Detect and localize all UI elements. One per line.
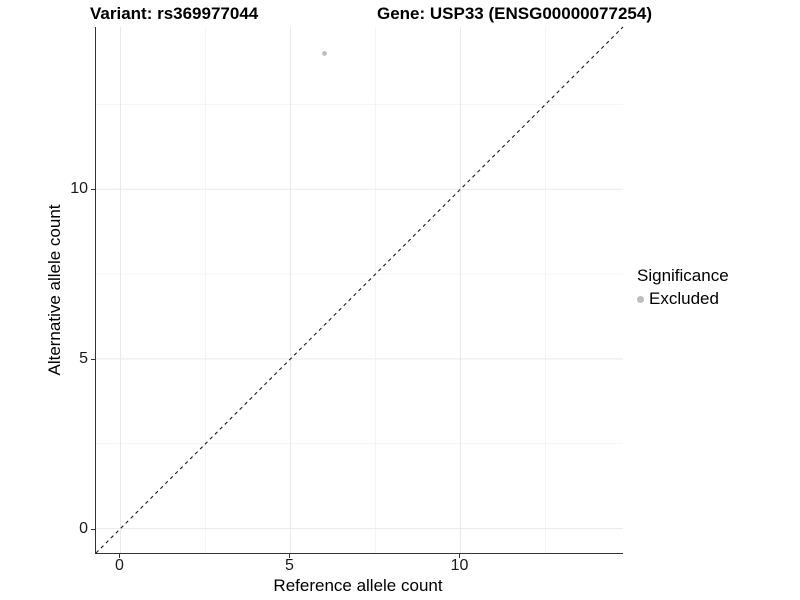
identity-line	[95, 26, 624, 554]
plot-panel	[95, 26, 624, 554]
plot-title-variant: Variant: rs369977044	[90, 4, 259, 23]
legend-item-excluded: Excluded	[637, 289, 729, 309]
x-tick-label: 10	[450, 557, 469, 574]
legend-title: Significance	[637, 266, 729, 285]
y-tick-mark	[91, 528, 95, 530]
y-tick-mark	[91, 189, 95, 191]
x-tick-mark	[119, 554, 121, 558]
y-tick-label: 0	[79, 519, 88, 537]
x-axis-title: Reference allele count	[273, 576, 443, 595]
x-tick-mark	[289, 554, 291, 558]
x-tick-label: 0	[115, 557, 124, 574]
y-tick-label: 5	[79, 349, 88, 367]
plot-canvas	[95, 26, 624, 554]
plot-title-gene: Gene: USP33 (ENSG00000077254)	[377, 4, 652, 23]
y-tick-mark	[91, 358, 95, 360]
legend-point-icon	[637, 295, 644, 303]
y-tick-label: 10	[70, 180, 88, 198]
y-axis-title: Alternative allele count	[45, 204, 64, 376]
x-tick-label: 5	[285, 557, 294, 574]
legend-item-label: Excluded	[649, 289, 719, 308]
legend: Significance Excluded	[637, 266, 729, 309]
x-tick-mark	[459, 554, 461, 558]
data-point	[322, 51, 327, 56]
